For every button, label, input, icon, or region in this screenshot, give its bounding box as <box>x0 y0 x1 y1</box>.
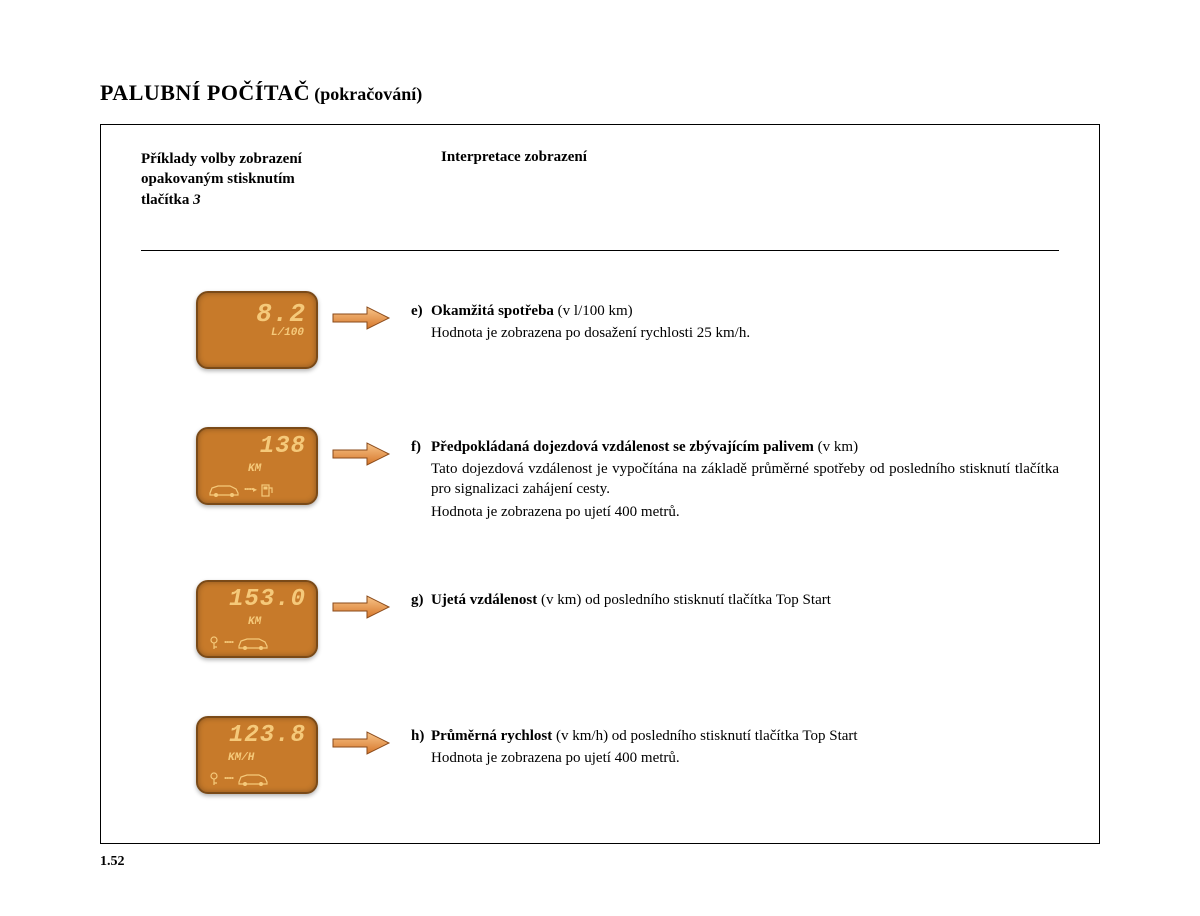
car-icon <box>237 772 269 786</box>
arrow-h <box>331 716 411 761</box>
fuel-pump-icon <box>260 483 274 497</box>
header-left-line3: tlačítka <box>141 192 193 208</box>
display-g-icons: ••••• <box>208 636 269 650</box>
display-g: 153.0 KM ••••• <box>196 580 318 658</box>
display-h: 123.8 KM/H ••••• <box>196 716 318 794</box>
lead-g: Ujetá vzdálenost <box>431 592 537 608</box>
body-h: Hodnota je zobrazena po ujetí 400 metrů. <box>431 748 1059 768</box>
unit-g: (v km) od posledního stisknutí tlačítka … <box>537 592 831 608</box>
car-icon <box>237 636 269 650</box>
letter-g: g) <box>411 590 431 610</box>
display-f-value: 138 <box>260 433 306 460</box>
display-h-unit: KM/H <box>228 752 254 764</box>
display-e: 8.2 L/100 <box>196 291 318 369</box>
body-e: Hodnota je zobrazena po dosažení rychlos… <box>431 323 1059 343</box>
lead-e: Okamžitá spotřeba <box>431 303 554 319</box>
arrow-icon <box>331 730 391 756</box>
row-h: 123.8 KM/H ••••• <box>141 716 1059 794</box>
desc-e: e) Okamžitá spotřeba (v l/100 km) Hodnot… <box>411 291 1059 344</box>
arrow-icon <box>331 441 391 467</box>
header-left-line1: Příklady volby zobrazení <box>141 151 302 167</box>
key-icon <box>208 772 220 786</box>
header-left-line2: opakovaným stisknutím <box>141 171 295 187</box>
letter-e: e) <box>411 301 431 321</box>
dots-icon: ••••• <box>224 638 233 647</box>
content-frame: Příklady volby zobrazení opakovaným stis… <box>100 124 1100 844</box>
divider-line <box>141 250 1059 251</box>
row-e: 8.2 L/100 e) Okamžitá spotřeba (v l/100 … <box>141 291 1059 369</box>
body-f-2: Hodnota je zobrazena po ujetí 400 metrů. <box>431 502 1059 522</box>
letter-h: h) <box>411 726 431 746</box>
page-number: 1.52 <box>100 854 1100 870</box>
unit-f: (v km) <box>814 439 858 455</box>
dots-icon: •••••▸ <box>244 485 256 494</box>
letter-f: f) <box>411 437 431 457</box>
lead-h: Průměrná rychlost <box>431 728 552 744</box>
arrow-f <box>331 427 411 472</box>
lead-f: Předpokládaná dojezdová vzdálenost se zb… <box>431 439 814 455</box>
header-right: Interpretace zobrazení <box>441 149 587 210</box>
unit-e: (v l/100 km) <box>554 303 633 319</box>
key-icon <box>208 636 220 650</box>
row-f: 138 KM •••••▸ <box>141 427 1059 522</box>
display-e-unit: L/100 <box>271 327 304 339</box>
display-h-icons: ••••• <box>208 772 269 786</box>
display-h-value: 123.8 <box>229 722 306 749</box>
desc-h: h) Průměrná rychlost (v km/h) od posledn… <box>411 716 1059 769</box>
desc-g: g) Ujetá vzdálenost (v km) od posledního… <box>411 580 1059 610</box>
unit-h: (v km/h) od posledního stisknutí tlačítk… <box>552 728 857 744</box>
dots-icon: ••••• <box>224 774 233 783</box>
display-g-value: 153.0 <box>229 586 306 613</box>
title-sub: (pokračování) <box>314 84 422 104</box>
display-f-icons: •••••▸ <box>208 483 274 497</box>
header-left: Příklady volby zobrazení opakovaným stis… <box>141 149 401 210</box>
arrow-icon <box>331 305 391 331</box>
desc-f: f) Předpokládaná dojezdová vzdálenost se… <box>411 427 1059 522</box>
display-f: 138 KM •••••▸ <box>196 427 318 505</box>
car-icon <box>208 483 240 497</box>
arrow-e <box>331 291 411 336</box>
button-number: 3 <box>193 192 201 208</box>
body-f-1: Tato dojezdová vzdálenost je vypočítána … <box>431 459 1059 500</box>
display-g-unit: KM <box>248 616 261 628</box>
title-main: PALUBNÍ POČÍTAČ <box>100 80 310 105</box>
arrow-icon <box>331 594 391 620</box>
arrow-g <box>331 580 411 625</box>
column-headers: Příklady volby zobrazení opakovaným stis… <box>141 149 1059 210</box>
row-g: 153.0 KM ••••• <box>141 580 1059 658</box>
display-e-value: 8.2 <box>256 299 306 329</box>
display-f-unit: KM <box>248 463 261 475</box>
page-title: PALUBNÍ POČÍTAČ (pokračování) <box>100 80 1100 106</box>
